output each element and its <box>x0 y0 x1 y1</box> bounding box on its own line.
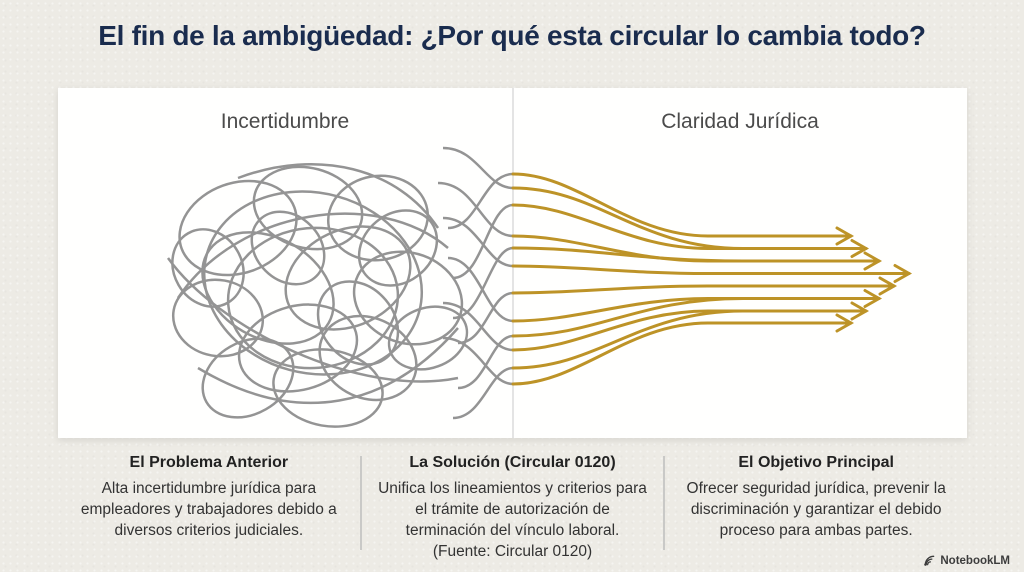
column-problema: El Problema Anterior Alta incertidumbre … <box>58 450 360 560</box>
column-divider <box>359 456 362 550</box>
tangle-scribble <box>166 146 514 428</box>
label-claridad-juridica: Claridad Jurídica <box>661 110 819 133</box>
notebooklm-label: NotebookLM <box>940 554 1010 567</box>
arrowheads <box>835 226 913 333</box>
column-objetivo: El Objetivo Principal Ofrecer seguridad … <box>665 450 967 560</box>
column-divider <box>663 456 666 550</box>
label-incertidumbre: Incertidumbre <box>220 110 350 133</box>
column-objetivo-body: Ofrecer seguridad jurídica, prevenir la … <box>686 480 946 539</box>
notebooklm-icon <box>924 555 935 566</box>
summary-columns: El Problema Anterior Alta incertidumbre … <box>58 450 967 560</box>
column-solucion: La Solución (Circular 0120) Unifica los … <box>362 450 664 560</box>
page-title: El fin de la ambigüedad: ¿Por qué esta c… <box>98 20 926 51</box>
notebooklm-watermark: NotebookLM <box>923 554 1010 567</box>
column-problema-body: Alta incertidumbre jurídica para emplead… <box>80 480 337 539</box>
tangle-to-order-diagram <box>166 88 913 438</box>
column-objetivo-heading: El Objetivo Principal <box>738 454 894 471</box>
ordered-gold-strands <box>511 172 913 386</box>
illustration-card: Incertidumbre Claridad Jurídica <box>58 88 967 438</box>
column-solucion-body: Unifica los lineamientos y criterios par… <box>378 480 647 560</box>
column-solucion-heading: La Solución (Circular 0120) <box>409 454 616 471</box>
column-problema-heading: El Problema Anterior <box>129 454 289 471</box>
